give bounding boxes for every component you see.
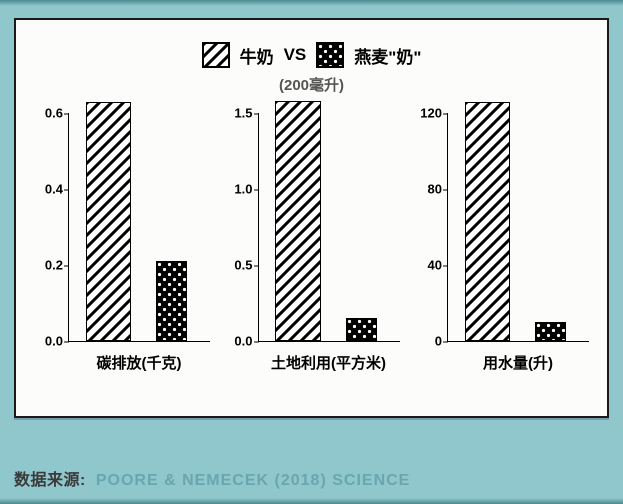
ytick: 120 xyxy=(408,106,442,121)
ytick: 40 xyxy=(408,258,442,273)
legend-swatch-oat xyxy=(316,42,344,68)
bar-milk xyxy=(86,102,131,341)
charts-row: 0.00.20.40.6 碳排放(千克) 0.00.51.01.5 土地利用(平方米)… xyxy=(34,113,589,373)
legend-subtitle: (200毫升) xyxy=(34,74,589,95)
ytick: 0.4 xyxy=(29,182,63,197)
data-source: 数据来源: Poore & Nemecek (2018) Science xyxy=(14,466,410,490)
bar-oat xyxy=(346,318,377,341)
ytick: 0 xyxy=(408,334,442,349)
x-axis-label: 用水量(升) xyxy=(413,352,589,373)
chart-1: 0.00.51.01.5 土地利用(平方米) xyxy=(224,113,400,373)
chart-card: 牛奶 VS 燕麦"奶" (200毫升) 0.00.20.40.6碳排放(千克)0… xyxy=(14,18,609,418)
x-axis-label: 土地利用(平方米) xyxy=(224,352,400,373)
x-axis-label: 碳排放(千克) xyxy=(34,352,210,373)
ytick: 0.6 xyxy=(29,106,63,121)
legend-label-oat: 燕麦"奶" xyxy=(354,43,421,68)
legend: 牛奶 VS 燕麦"奶" xyxy=(34,42,589,68)
plot-area: 0.00.20.40.6 xyxy=(68,113,210,342)
ytick: 0.0 xyxy=(29,334,63,349)
ytick: 0.5 xyxy=(219,258,253,273)
source-label: 数据来源: xyxy=(14,466,86,490)
chart-0: 0.00.20.40.6 碳排放(千克) xyxy=(34,113,210,373)
bar-oat xyxy=(156,261,187,341)
bar-oat xyxy=(535,322,566,341)
chart-2: 04080120 用水量(升) xyxy=(413,113,589,373)
outer-frame: 牛奶 VS 燕麦"奶" (200毫升) 0.00.20.40.6碳排放(千克)0… xyxy=(0,0,623,504)
ytick: 0.0 xyxy=(219,334,253,349)
bar-milk xyxy=(275,101,320,341)
ytick: 80 xyxy=(408,182,442,197)
plot-area: 04080120 xyxy=(447,113,589,342)
ytick: 1.5 xyxy=(219,106,253,121)
legend-swatch-milk xyxy=(202,42,230,68)
ytick: 0.2 xyxy=(29,258,63,273)
legend-vs: VS xyxy=(284,45,307,65)
source-value: Poore & Nemecek (2018) Science xyxy=(96,472,411,490)
bar-milk xyxy=(465,102,510,341)
ytick: 1.0 xyxy=(219,182,253,197)
legend-label-milk: 牛奶 xyxy=(240,43,274,68)
plot-area: 0.00.51.01.5 xyxy=(258,113,400,342)
